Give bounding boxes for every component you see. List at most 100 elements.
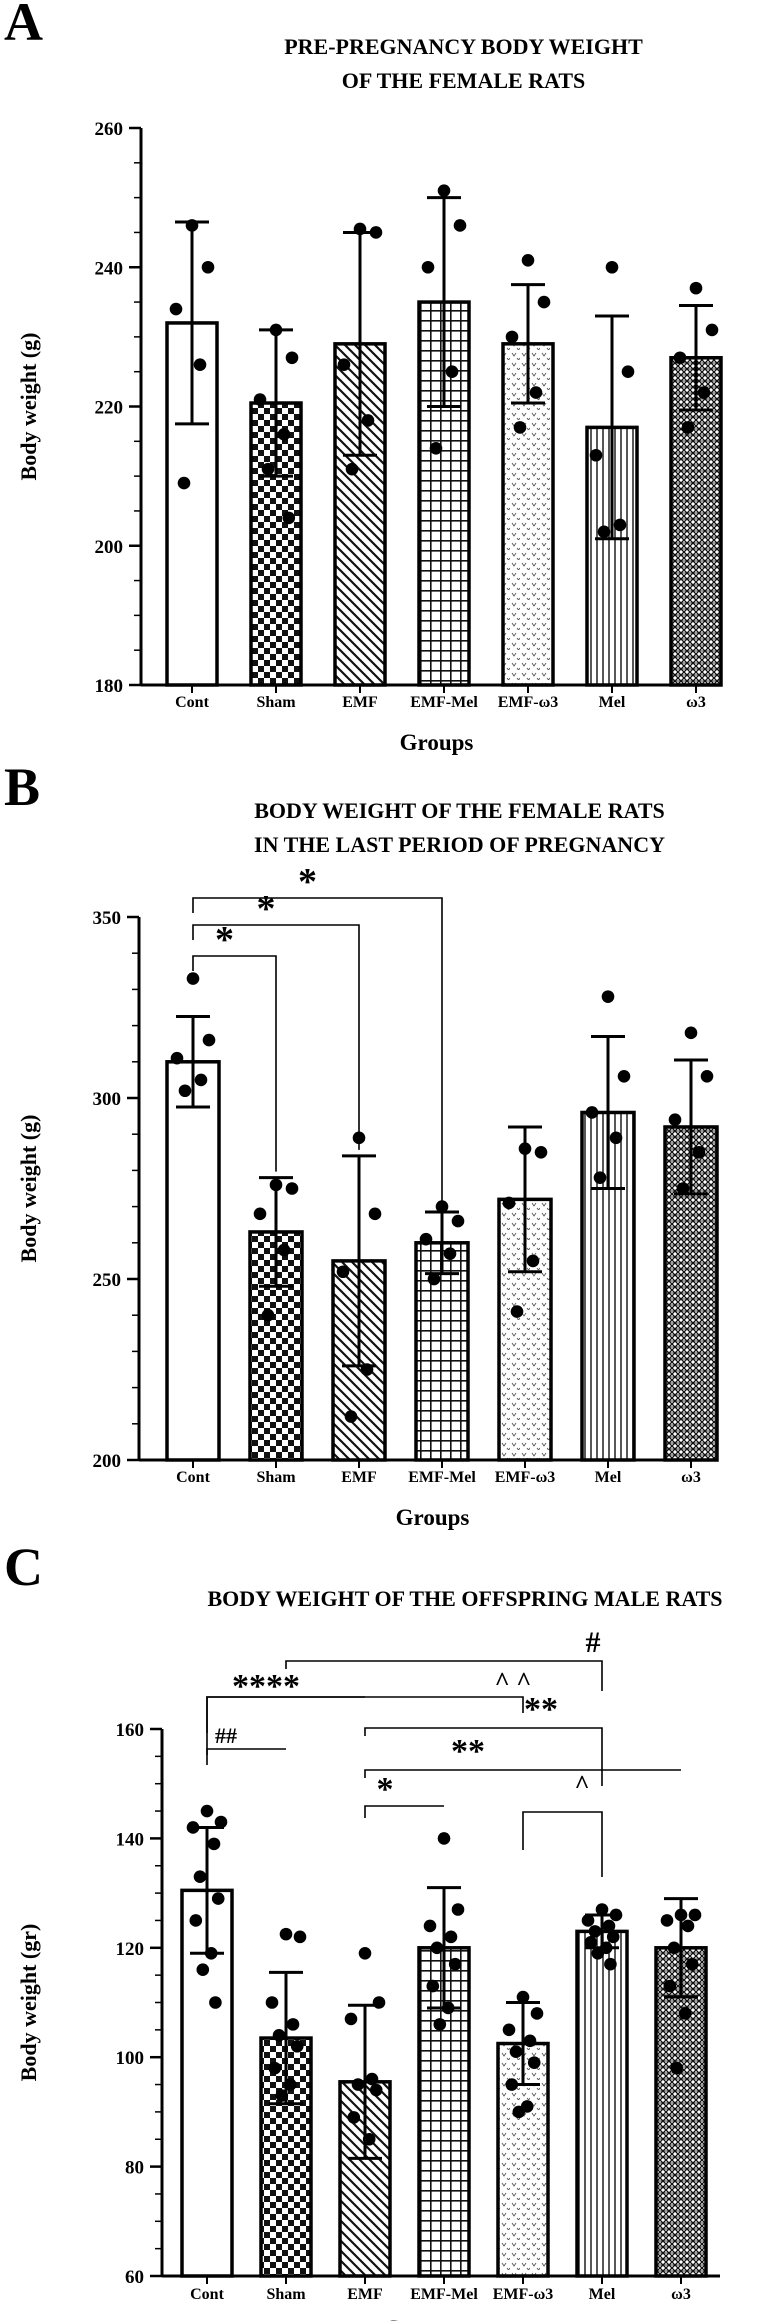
bar-group: EMF-Mel [410, 1832, 478, 2303]
data-point [430, 1941, 444, 1955]
data-point [604, 1957, 617, 1971]
bar-group: Sham [248, 1176, 304, 1486]
data-point [194, 1073, 208, 1087]
significance-bracket: ** [364, 1733, 681, 1778]
significance-label: * [215, 919, 234, 961]
data-point [361, 414, 375, 427]
y-tick-label: 200 [93, 1451, 122, 1472]
data-point [186, 972, 200, 985]
data-point [277, 1243, 291, 1257]
data-point [344, 2012, 358, 2026]
x-tick-label: EMF [342, 694, 378, 711]
data-point [521, 253, 535, 267]
data-point [505, 2078, 519, 2091]
data-point [606, 1930, 620, 1944]
bar-group: Cont [165, 972, 221, 1486]
bar [669, 356, 723, 687]
data-point [692, 1146, 706, 1159]
significance-label: ** [451, 1733, 485, 1770]
panel-letter: C [4, 1537, 43, 1597]
data-point [285, 351, 299, 365]
data-point [609, 1131, 623, 1145]
data-point [502, 2023, 516, 2037]
data-point [177, 476, 191, 490]
data-point [685, 1957, 699, 1971]
data-point [433, 2018, 447, 2031]
x-tick-label: Sham [266, 2286, 306, 2303]
data-point [293, 1930, 307, 1944]
x-tick-label: ω3 [686, 694, 706, 711]
bar [165, 1060, 221, 1462]
bar-group: EMF-Mel [410, 184, 478, 711]
data-point [336, 1265, 350, 1279]
data-point [421, 260, 435, 274]
y-tick-label: 80 [125, 2158, 144, 2179]
data-point [585, 1106, 599, 1119]
y-tick-label: 60 [125, 2267, 144, 2288]
y-tick-label: 100 [116, 2048, 145, 2069]
data-point [285, 1182, 299, 1195]
data-point [588, 1925, 602, 1938]
data-point [286, 2018, 300, 2031]
data-point [437, 184, 451, 197]
data-point [505, 330, 519, 344]
data-point [193, 1870, 207, 1883]
y-axis-label: Body weight (g) [16, 1115, 41, 1263]
data-point [667, 1941, 681, 1955]
data-point [186, 1821, 200, 1834]
bar-group: ω3 [669, 281, 723, 711]
significance-label: ^ [574, 1770, 589, 1799]
x-tick-label: EMF-ω3 [493, 2286, 554, 2303]
significance-bracket: * [364, 1771, 444, 1818]
bar [654, 1946, 708, 2278]
panel-letter: A [4, 0, 43, 52]
data-point [601, 990, 615, 1003]
chart-panel-b: B BODY WEIGHT OF THE FEMALE RATS IN THE LA… [4, 757, 719, 1530]
bar-group: Mel [585, 260, 639, 711]
significance-bracket: ** [364, 1691, 603, 1786]
bar-group: Cont [180, 1804, 234, 2303]
data-point [674, 1908, 688, 1922]
bracket-line [364, 1769, 681, 1778]
chart-title: IN THE LAST PERIOD OF PREGNANCY [254, 832, 665, 857]
data-point [435, 1200, 449, 1213]
bar-group: EMF-ω3 [493, 1990, 554, 2303]
data-point [697, 386, 711, 399]
data-point [347, 2111, 361, 2124]
bar-group: EMF-ω3 [495, 1125, 555, 1486]
data-point [193, 358, 207, 372]
data-point [207, 1837, 221, 1851]
bar-group: Mel [575, 1903, 629, 2303]
bar-group: Mel [580, 990, 636, 1486]
data-point [344, 1410, 358, 1423]
x-tick-label: EMF-Mel [408, 1469, 476, 1486]
data-point [360, 1363, 374, 1376]
data-point [688, 1908, 702, 1922]
data-point [441, 2001, 455, 2015]
data-point [189, 1914, 203, 1927]
data-point [178, 1084, 192, 1098]
x-axis-label: Groups [396, 1505, 470, 1530]
bracket-line [206, 1748, 286, 1765]
data-point [204, 1946, 218, 1960]
bar-group: EMF [333, 222, 387, 711]
bar-group: ω3 [663, 1026, 719, 1486]
data-point [516, 1990, 530, 2004]
y-tick-label: 240 [95, 258, 124, 279]
bracket-line [364, 1727, 603, 1786]
bracket-line [192, 897, 443, 1207]
data-point [660, 1914, 674, 1927]
data-point [261, 1308, 275, 1322]
x-tick-label: Cont [176, 1469, 210, 1486]
chart-panel-c: C BODY WEIGHT OF THE OFFSPRING MALE RATS 6… [4, 1537, 723, 2321]
data-point [613, 518, 627, 532]
data-point [427, 1272, 441, 1286]
data-point [279, 1927, 293, 1941]
bar-group: EMF [331, 1131, 387, 1486]
x-tick-label: Cont [175, 694, 209, 711]
y-tick-label: 250 [93, 1270, 122, 1291]
data-point [275, 2089, 289, 2102]
data-point [443, 1247, 457, 1260]
data-point [185, 219, 199, 232]
